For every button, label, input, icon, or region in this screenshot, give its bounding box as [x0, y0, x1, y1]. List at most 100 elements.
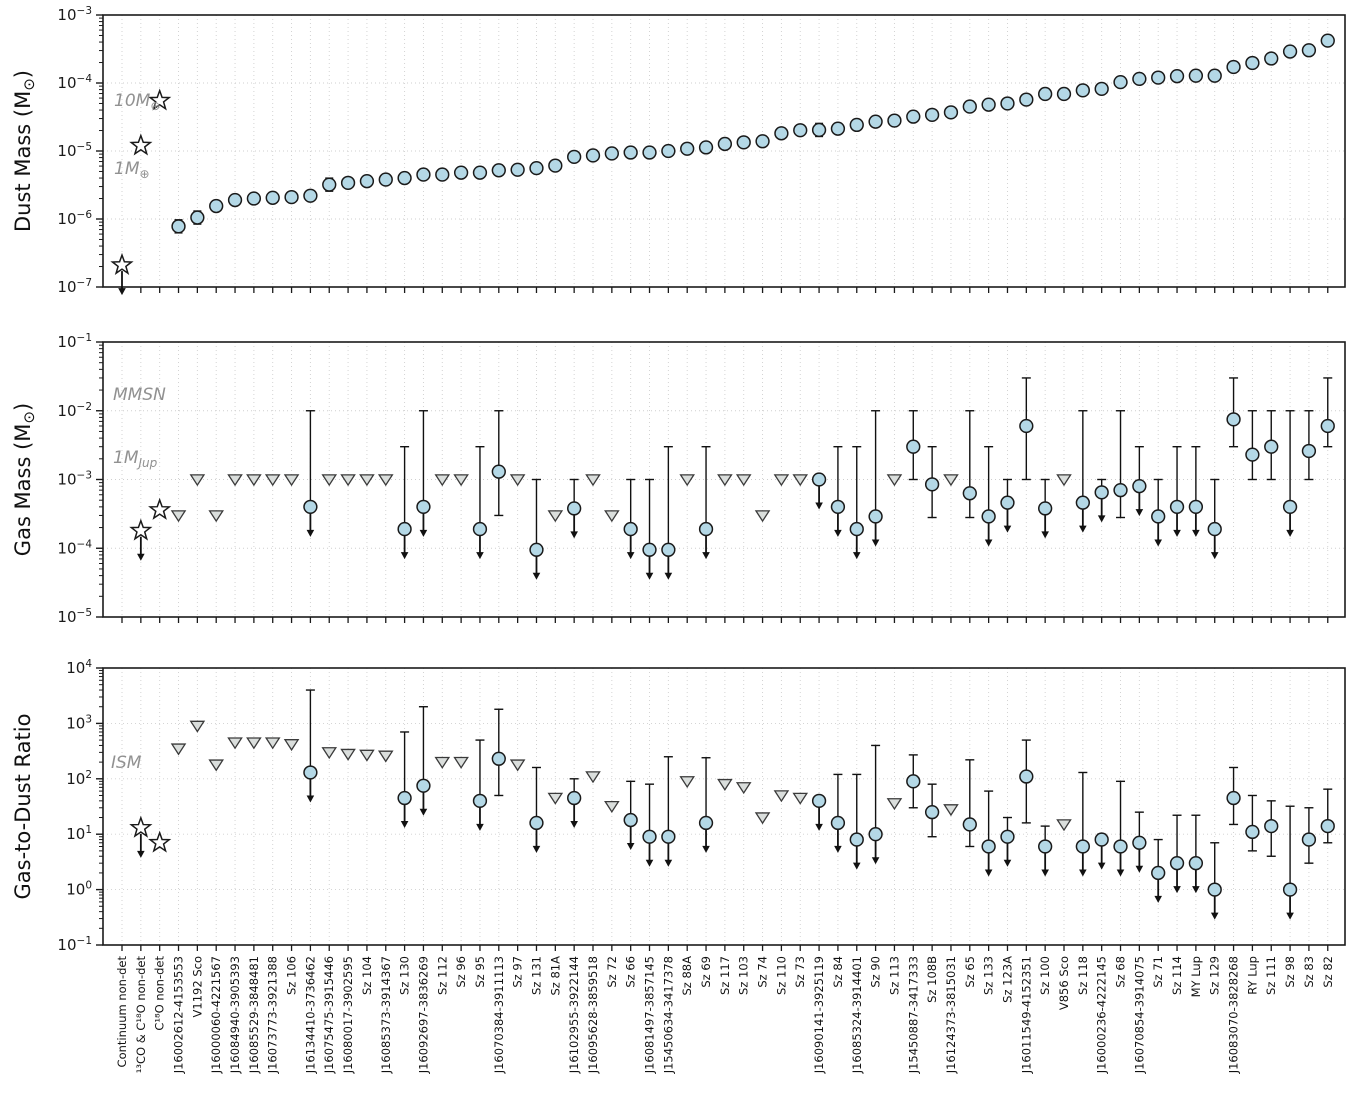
data-point-group [416, 167, 431, 182]
annotation-text: 10M⊕ [114, 91, 160, 113]
data-point-group [1226, 766, 1241, 826]
data-point-group [303, 188, 318, 203]
data-point-group [1245, 794, 1260, 852]
data-point-group [1282, 410, 1298, 537]
data-point-group [1320, 377, 1335, 448]
data-point-circle [397, 521, 412, 537]
data-point-circle [924, 477, 940, 492]
data-point-circle [491, 464, 506, 479]
x-tick-label: Sz 88A [680, 956, 694, 996]
data-point-group [906, 109, 921, 124]
panel-frame [102, 667, 1346, 946]
down-arrow-head [1135, 509, 1144, 517]
data-point-group [830, 445, 846, 537]
star-marker [129, 133, 153, 156]
upper-limit-triangle [359, 474, 375, 487]
data-point-group [303, 410, 318, 537]
data-point-circle [623, 812, 638, 828]
data-point-circle [943, 105, 959, 120]
x-tick-label: J16134410-3736462 [303, 956, 317, 1074]
data-point-group [1207, 842, 1222, 920]
star-marker [129, 518, 153, 541]
down-arrow-head [1173, 886, 1181, 894]
data-point-group [661, 143, 676, 159]
x-tick-label: Sz 114 [1170, 956, 1184, 995]
data-point-circle [1207, 882, 1222, 897]
down-arrow-head [1116, 869, 1125, 877]
data-point-group [1094, 81, 1109, 97]
upper-limit-triangle [189, 474, 206, 487]
data-point-group [792, 792, 809, 805]
x-tick-label: Sz 117 [718, 956, 732, 995]
data-point-group [1038, 825, 1053, 877]
star-marker [148, 497, 172, 520]
data-point-circle [491, 163, 506, 178]
y-tick-label: 10−5 [57, 607, 92, 626]
x-tick-label: J16000236-4222145 [1095, 956, 1109, 1074]
data-point-group [491, 708, 506, 797]
data-point-circle [811, 122, 827, 138]
data-point-group [585, 148, 601, 163]
x-tick-label: Sz 74 [756, 956, 770, 988]
x-tick-label: J16081497-3857145 [643, 956, 657, 1074]
data-point-group [1169, 445, 1185, 537]
data-point-circle [303, 499, 318, 515]
data-point-group [359, 749, 375, 762]
upper-limit-triangle [943, 474, 959, 487]
down-arrow-head [664, 572, 673, 580]
data-point-circle [661, 143, 676, 159]
x-tick-label: Sz 130 [398, 956, 412, 995]
data-point-group [642, 783, 657, 867]
data-point-circle [1151, 865, 1166, 881]
data-point-circle [1000, 829, 1015, 844]
data-point-group [679, 474, 695, 487]
data-point-group [529, 478, 544, 580]
upper-limit-triangle [377, 750, 394, 763]
upper-limit-triangle [773, 790, 790, 803]
data-point-group [246, 191, 262, 206]
data-point-group [585, 771, 601, 784]
data-point-group [567, 478, 582, 539]
upper-limit-triangle [340, 748, 356, 761]
data-point-group [1188, 814, 1204, 894]
x-tick-label: Sz 98 [1283, 956, 1297, 988]
panel-gas: 10−1 10−2 10−3 10−4 10−5 MMSN 1MJup Gas Mass (M… [11, 332, 1346, 626]
data-point-group [755, 134, 770, 149]
data-point-group [491, 410, 506, 517]
data-point-circle [1282, 44, 1298, 59]
data-point-group [148, 88, 172, 111]
down-arrow-head [1210, 912, 1219, 920]
data-point-group [868, 744, 883, 865]
data-point-circle [529, 815, 544, 831]
data-point-circle [1320, 818, 1335, 834]
down-arrow-head [570, 821, 578, 829]
data-point-circle [1264, 51, 1279, 66]
data-point-circle [887, 113, 902, 128]
upper-limit-triangle [227, 737, 243, 750]
data-point-circle [1094, 81, 1109, 97]
data-point-circle [1113, 482, 1128, 498]
down-arrow-head [532, 845, 541, 853]
x-tick-label: Sz 103 [737, 956, 751, 995]
data-point-group [1226, 59, 1241, 75]
data-point-circle [1075, 83, 1090, 98]
upper-limit-triangle [886, 474, 903, 487]
data-point-circle [529, 160, 544, 176]
data-point-group [1226, 377, 1241, 448]
upper-limit-triangle [246, 737, 262, 750]
data-point-group [148, 497, 172, 520]
upper-limit-triangle [359, 749, 375, 762]
y-tick-label: 10−2 [57, 401, 92, 420]
data-point-group [1320, 33, 1335, 48]
x-tick-label: J16102955-3922144 [567, 956, 581, 1074]
upper-limit-triangle [735, 474, 752, 487]
data-point-group [736, 135, 751, 150]
data-point-group [943, 105, 959, 120]
data-point-group [849, 445, 864, 560]
data-point-circle [472, 165, 488, 180]
data-point-circle [265, 190, 280, 205]
data-point-circle [246, 191, 262, 206]
y-tick-label: 102 [66, 769, 92, 788]
